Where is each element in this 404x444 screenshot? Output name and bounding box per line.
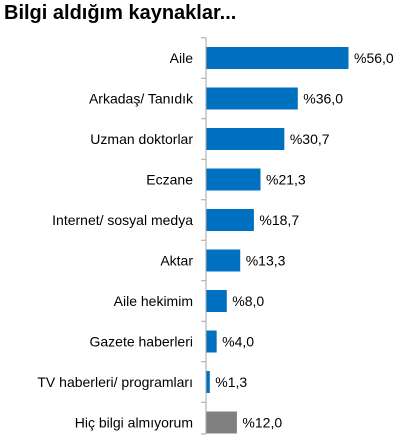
category-label: TV haberleri/ programları bbox=[37, 374, 193, 390]
bar bbox=[206, 411, 237, 434]
bar bbox=[206, 371, 210, 393]
bar bbox=[206, 128, 285, 150]
category-label: Aile hekimim bbox=[114, 293, 193, 309]
data-label: %12,0 bbox=[242, 415, 282, 431]
bar bbox=[206, 330, 217, 353]
bar bbox=[206, 290, 227, 312]
category-label: Hiç bilgi almıyorum bbox=[75, 415, 193, 431]
data-label: %30,7 bbox=[290, 131, 330, 147]
bar bbox=[206, 87, 298, 110]
data-label: %36,0 bbox=[303, 91, 343, 107]
data-label: %4,0 bbox=[222, 334, 254, 350]
data-label: %1,3 bbox=[215, 374, 247, 390]
data-label: %13,3 bbox=[246, 253, 286, 269]
chart-title: Bilgi aldığım kaynaklar... bbox=[4, 2, 237, 24]
bar bbox=[206, 249, 241, 272]
category-label: Aile bbox=[170, 50, 194, 66]
data-label: %8,0 bbox=[232, 293, 264, 309]
data-label: %56,0 bbox=[354, 50, 394, 66]
bar bbox=[206, 209, 254, 231]
category-label: Gazete haberleri bbox=[89, 334, 193, 350]
data-label: %21,3 bbox=[266, 172, 306, 188]
category-label: Arkadaş/ Tanıdık bbox=[89, 91, 194, 107]
category-label: Aktar bbox=[160, 253, 193, 269]
bar bbox=[206, 168, 261, 191]
category-label: Eczane bbox=[146, 172, 193, 188]
category-label: Uzman doktorlar bbox=[90, 131, 193, 147]
bar bbox=[206, 47, 349, 69]
category-label: Internet/ sosyal medya bbox=[52, 212, 193, 228]
data-label: %18,7 bbox=[259, 212, 299, 228]
